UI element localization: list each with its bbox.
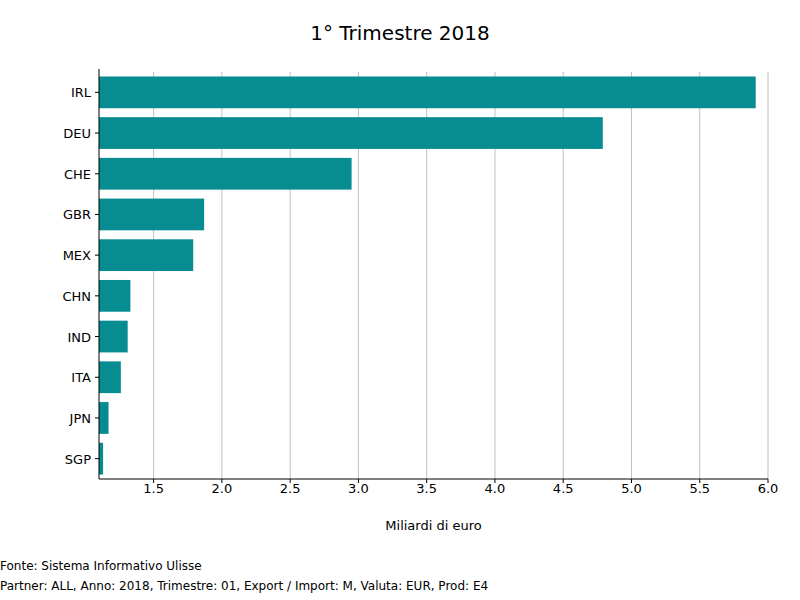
- y-tick-label: CHE: [64, 167, 91, 182]
- x-tick-label: 4.5: [553, 481, 574, 496]
- x-tick-label: 3.5: [416, 481, 437, 496]
- y-tick-label: GBR: [63, 207, 91, 222]
- bar: [99, 239, 193, 271]
- bars: [99, 76, 756, 474]
- bar: [99, 402, 109, 434]
- y-tick: [95, 377, 99, 378]
- grid-line: [631, 72, 632, 479]
- bar: [99, 117, 603, 149]
- x-tick-label: 3.0: [348, 481, 369, 496]
- footnote: Fonte: Sistema Informativo Ulisse: [0, 559, 202, 573]
- bar: [99, 321, 128, 353]
- y-tick-label: ITA: [71, 370, 91, 385]
- y-tick-label: IND: [67, 330, 91, 345]
- bar: [99, 158, 352, 190]
- y-tick: [95, 92, 99, 93]
- y-tick: [95, 173, 99, 174]
- grid-line: [768, 72, 769, 479]
- x-tick-label: 6.0: [758, 481, 779, 496]
- x-tick-label: 5.5: [689, 481, 710, 496]
- y-tick-label: IRL: [71, 85, 92, 100]
- bar: [99, 280, 130, 312]
- y-tick: [95, 255, 99, 256]
- y-tick: [95, 458, 99, 459]
- bar: [99, 443, 103, 475]
- y-tick: [95, 417, 99, 418]
- title: 1° Trimestre 2018: [310, 21, 490, 45]
- y-tick: [95, 133, 99, 134]
- x-tick-label: 4.0: [485, 481, 506, 496]
- bar: [99, 199, 204, 231]
- y-tick-label: CHN: [62, 289, 91, 304]
- footnote: Partner: ALL, Anno: 2018, Trimestre: 01,…: [0, 579, 488, 593]
- y-tick: [95, 295, 99, 296]
- x-axis-label: Miliardi di euro: [385, 518, 481, 533]
- chart: 1° Trimestre 2018 1.5 2.0 2.5 3.0 3.5 4.0 4.5 5.…: [0, 0, 800, 600]
- y-tick-label: SGP: [65, 452, 91, 467]
- y-tick-label: MEX: [63, 248, 91, 263]
- x-tick-label: 2.0: [212, 481, 233, 496]
- bar: [99, 361, 121, 393]
- bar: [99, 76, 756, 108]
- x-tick-label: 1.5: [143, 481, 164, 496]
- x-tick-label: 5.0: [621, 481, 642, 496]
- x-tick-label: 2.5: [280, 481, 301, 496]
- y-tick-label: JPN: [69, 411, 91, 426]
- y-tick-label: DEU: [63, 126, 91, 141]
- y-tick: [95, 336, 99, 337]
- x-axis: [99, 479, 768, 480]
- grid-line: [699, 72, 700, 479]
- y-tick: [95, 214, 99, 215]
